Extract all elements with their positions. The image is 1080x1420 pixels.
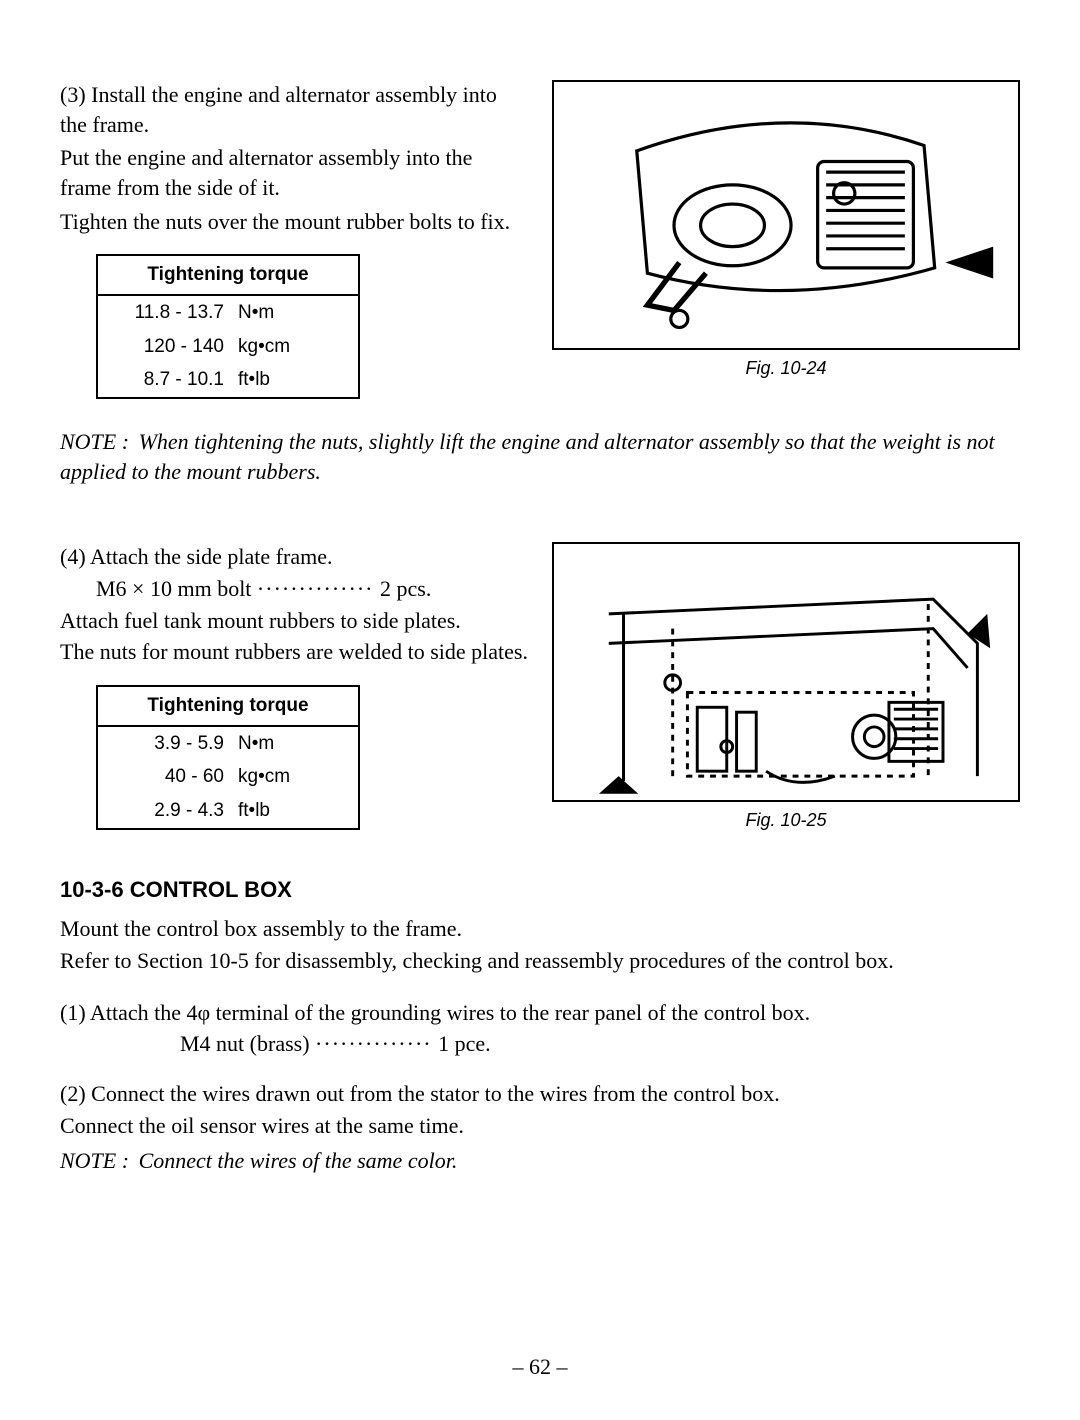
step4-title: Attach the side plate frame. [90, 544, 333, 569]
page: (3) Install the engine and alternator as… [0, 0, 1080, 1420]
table-row: 120 - 140 kg•cm [98, 330, 358, 364]
torque-val: 40 - 60 [114, 764, 224, 790]
step3-line1: Put the engine and alternator assembly i… [60, 143, 528, 202]
table-row: 2.9 - 4.3 ft•lb [98, 794, 358, 828]
torque-header: Tightening torque [98, 687, 358, 727]
torque-unit: N•m [238, 731, 274, 757]
torque-val: 11.8 - 13.7 [114, 300, 224, 326]
note-label: NOTE : [60, 429, 129, 454]
section-p2: Refer to Section 10-5 for disassembly, c… [60, 946, 1020, 976]
table-row: 11.8 - 13.7 N•m [98, 296, 358, 330]
torque-unit: ft•lb [238, 798, 270, 824]
fig-caption: Fig. 10-24 [552, 356, 1020, 380]
s1-text: Attach the 4φ terminal of the grounding … [90, 1000, 810, 1025]
s1-qty: 1 pce. [438, 1031, 491, 1056]
torque-unit: kg•cm [238, 764, 290, 790]
s2-num: (2) [60, 1081, 86, 1106]
s1-spec: M4 nut (brass) [180, 1031, 310, 1056]
fig-caption: Fig. 10-25 [552, 808, 1020, 832]
step3-row: (3) Install the engine and alternator as… [60, 80, 1020, 399]
step3-figure-col: Fig. 10-24 [552, 80, 1020, 399]
engine-assembly-icon [563, 87, 1008, 342]
bolt-spec: M6 × 10 mm bolt [96, 576, 251, 601]
s2-note: Connect the wires of the same color. [139, 1148, 458, 1173]
step3-title: Install the engine and alternator assemb… [60, 82, 497, 137]
torque-unit: kg•cm [238, 334, 290, 360]
s2-text: Connect the wires drawn out from the sta… [91, 1081, 780, 1106]
s1-num: (1) [60, 1000, 86, 1025]
torque-unit: N•m [238, 300, 274, 326]
step4-line1: Attach fuel tank mount rubbers to side p… [60, 606, 528, 636]
section-p1: Mount the control box assembly to the fr… [60, 914, 1020, 944]
note1: NOTE : When tightening the nuts, slightl… [60, 427, 1020, 486]
page-number: – 62 – [0, 1352, 1080, 1382]
figure-10-25 [552, 542, 1020, 802]
dots-icon [257, 576, 380, 601]
table-row: 40 - 60 kg•cm [98, 760, 358, 794]
step4-text: (4) Attach the side plate frame. M6 × 10… [60, 542, 528, 832]
torque-val: 2.9 - 4.3 [114, 798, 224, 824]
s2-text2: Connect the oil sensor wires at the same… [60, 1111, 1020, 1141]
torque-val: 3.9 - 5.9 [114, 731, 224, 757]
torque-val: 8.7 - 10.1 [114, 367, 224, 393]
step3-num: (3) [60, 82, 86, 107]
torque-header: Tightening torque [98, 256, 358, 296]
torque-unit: ft•lb [238, 367, 270, 393]
bolt-qty: 2 pcs. [380, 576, 431, 601]
table-row: 3.9 - 5.9 N•m [98, 727, 358, 761]
step4-figure-col: Fig. 10-25 [552, 542, 1020, 832]
table-row: 8.7 - 10.1 ft•lb [98, 363, 358, 397]
step4-torque-table: Tightening torque 3.9 - 5.9 N•m 40 - 60 … [96, 685, 360, 830]
step4-row: (4) Attach the side plate frame. M6 × 10… [60, 542, 1020, 832]
side-plate-icon [563, 550, 1008, 796]
torque-val: 120 - 140 [114, 334, 224, 360]
note-text: When tightening the nuts, slightly lift … [60, 429, 995, 484]
figure-10-24 [552, 80, 1020, 350]
step4-num: (4) [60, 544, 86, 569]
step3-line2: Tighten the nuts over the mount rubber b… [60, 207, 528, 237]
dots-icon [315, 1031, 438, 1056]
section-heading: 10-3-6 CONTROL BOX [60, 875, 1020, 905]
step4-line2: The nuts for mount rubbers are welded to… [60, 637, 528, 667]
step3-text: (3) Install the engine and alternator as… [60, 80, 528, 399]
s2-note-label: NOTE : [60, 1148, 129, 1173]
step3-torque-table: Tightening torque 11.8 - 13.7 N•m 120 - … [96, 254, 360, 399]
